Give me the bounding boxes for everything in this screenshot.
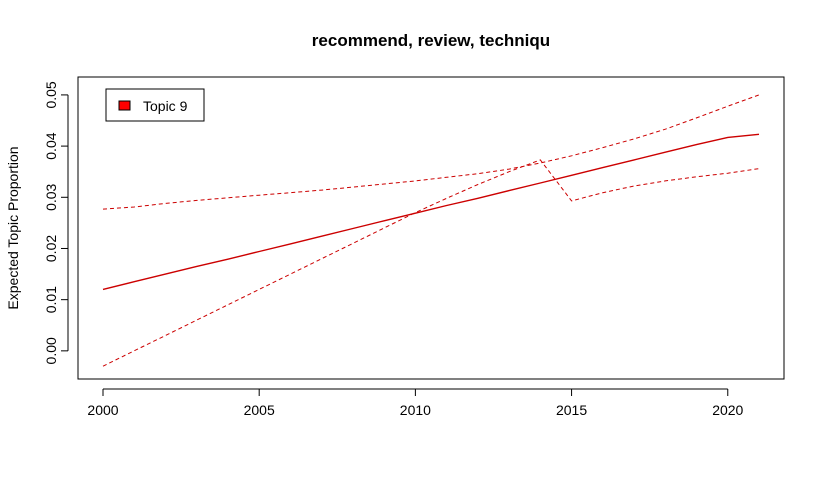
legend: Topic 9 — [105, 88, 205, 122]
legend-box — [105, 88, 205, 122]
series-line-lower-bound — [102, 159, 760, 367]
y-tick-label: 0.03 — [43, 183, 59, 210]
series-line-topic-9 — [102, 133, 760, 291]
chart-title: recommend, review, techniqu — [312, 31, 550, 50]
y-axis-label: Expected Topic Proportion — [5, 146, 21, 309]
y-tick-label: 0.05 — [43, 81, 59, 108]
series-layer — [102, 94, 760, 367]
y-tick-label: 0.02 — [43, 235, 59, 262]
legend-label-topic-9: Topic 9 — [143, 98, 188, 114]
y-tick-label: 0.04 — [43, 132, 59, 159]
plot-frame — [77, 76, 785, 380]
legend-swatch-topic-9 — [118, 100, 131, 111]
x-tick-label: 2010 — [400, 402, 431, 418]
y-tick-label: 0.00 — [43, 337, 59, 364]
x-tick-label: 2000 — [87, 402, 118, 418]
x-axis: 2000 2005 2010 2015 2020 — [87, 388, 744, 418]
x-tick-label: 2005 — [244, 402, 275, 418]
x-tick-label: 2020 — [712, 402, 743, 418]
x-tick-label: 2015 — [556, 402, 587, 418]
y-axis: 0.00 0.01 0.02 0.03 0.04 0.05 — [43, 81, 69, 364]
y-tick-label: 0.01 — [43, 286, 59, 313]
series-line-upper-bound — [102, 94, 760, 210]
